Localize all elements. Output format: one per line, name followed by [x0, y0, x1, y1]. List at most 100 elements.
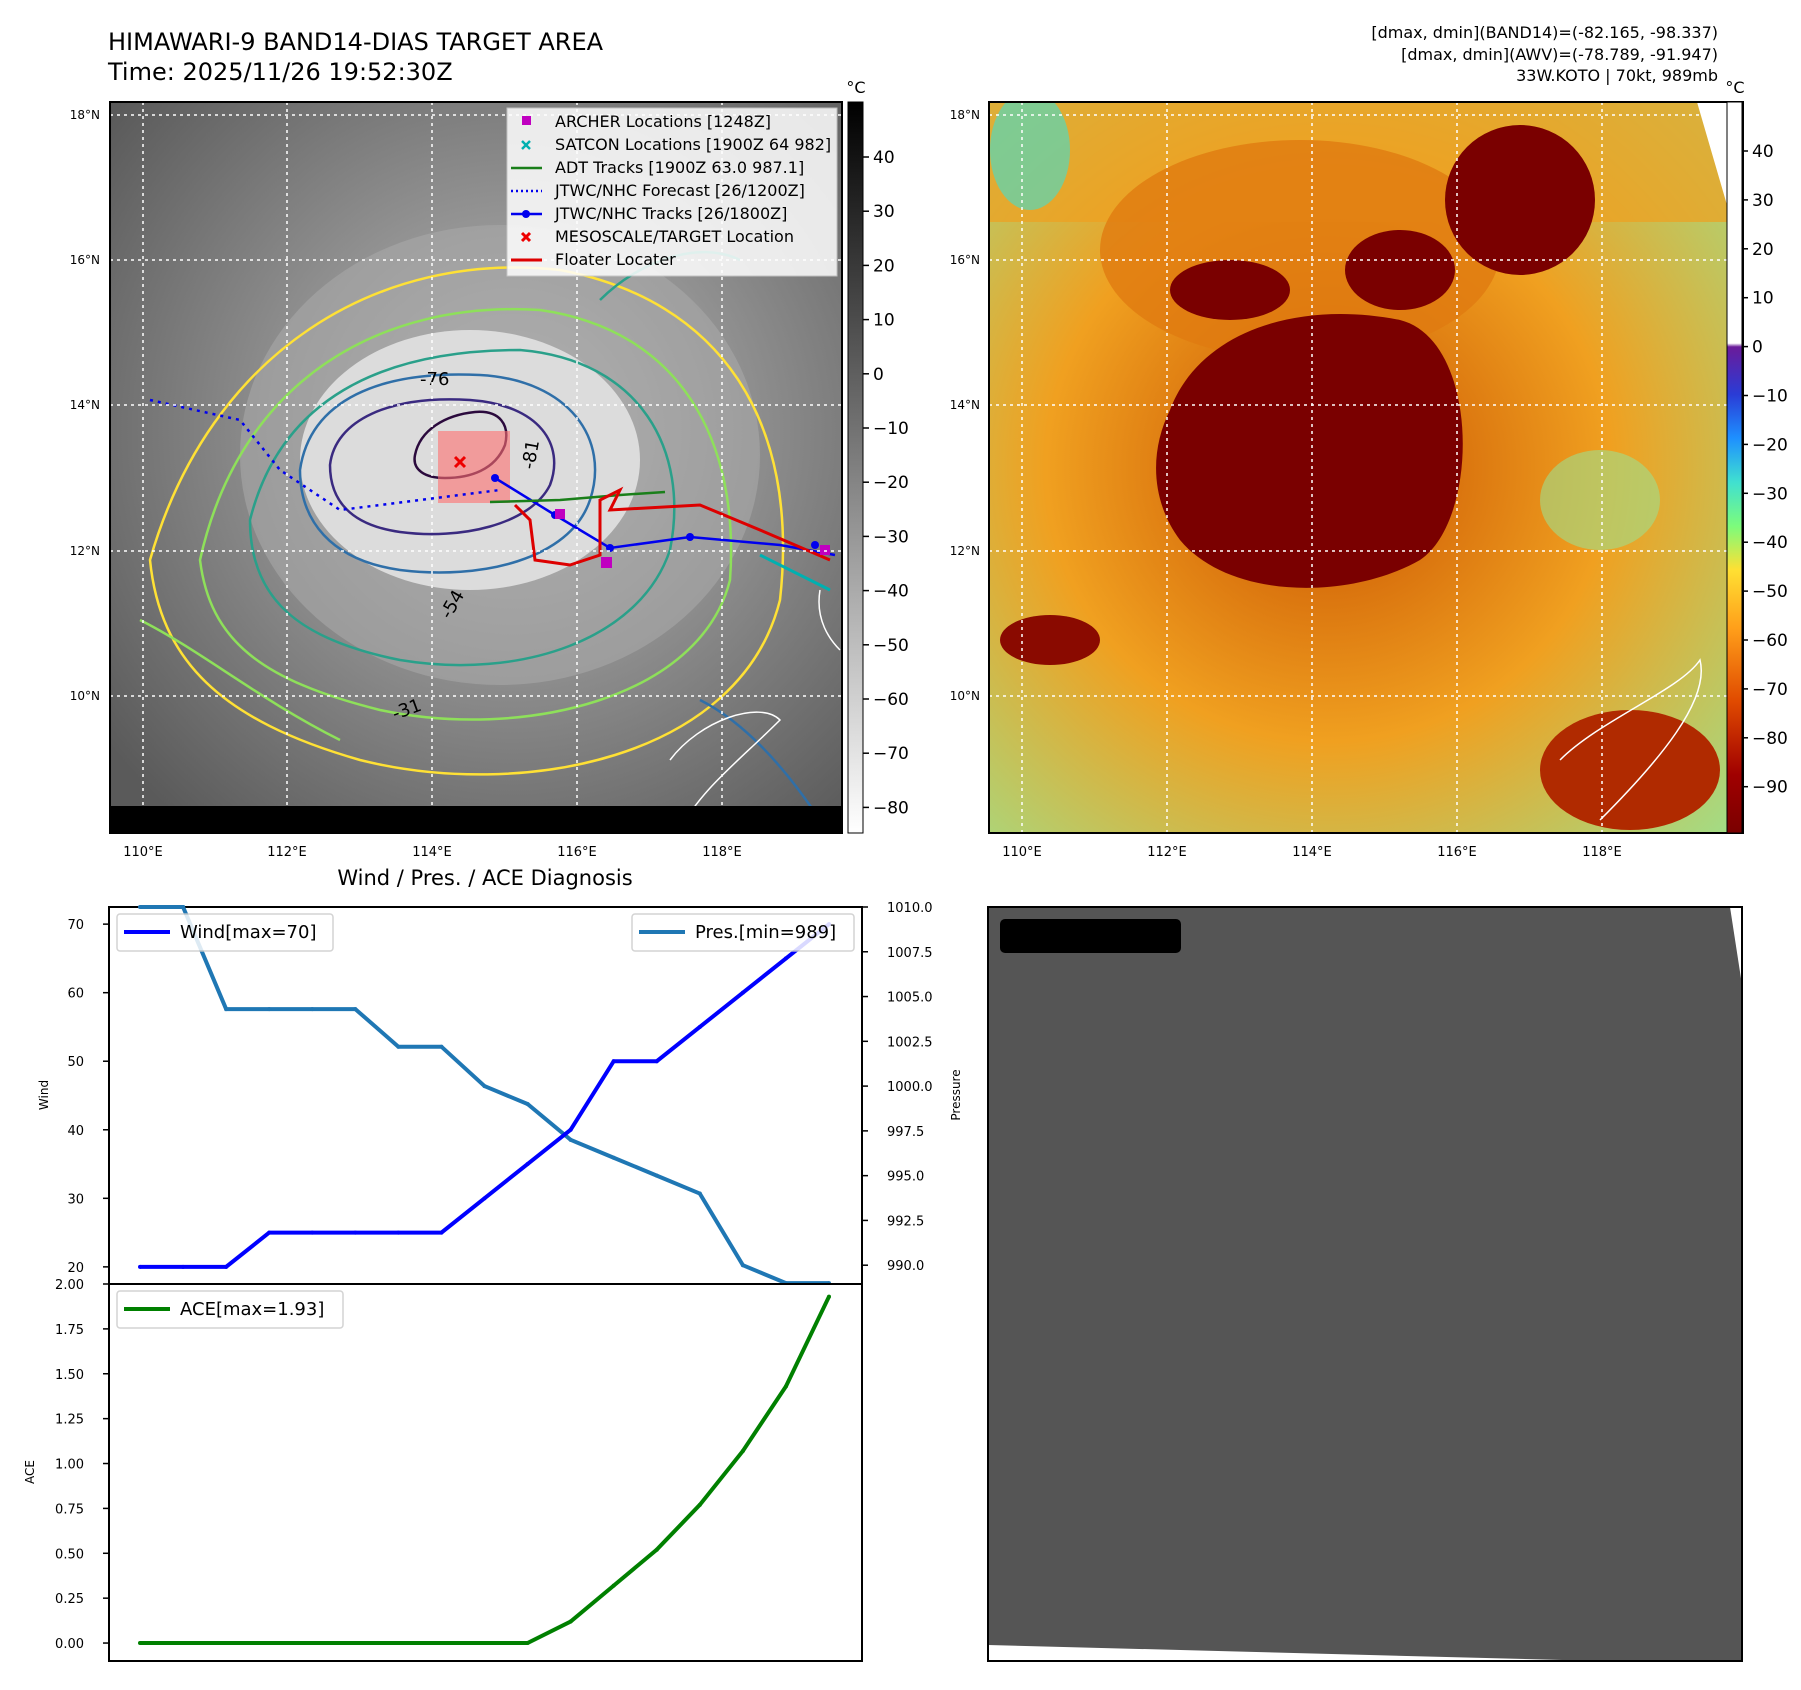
colorbar-tick-label: −80	[873, 798, 909, 818]
ace-point	[138, 1641, 142, 1646]
pressure-tick-label: 1005.0	[887, 991, 933, 1006]
title-line-2: Time: 2025/11/26 19:52:30Z	[107, 58, 453, 86]
diagnosis-title: Wind / Pres. / ACE Diagnosis	[337, 866, 632, 890]
wind-axis-label: Wind	[37, 1080, 51, 1110]
pressure-point	[181, 905, 186, 909]
colorbar-tick-label: −20	[1752, 435, 1788, 455]
lon-label: 112°E	[1147, 845, 1187, 860]
wind-tick-label: 70	[67, 918, 84, 933]
pressure-tick-label: 1007.5	[887, 946, 933, 961]
colorbar-tick-label: −90	[1752, 778, 1788, 798]
right-satellite-map	[988, 101, 1744, 834]
pressure-tick-label: 1010.0	[887, 901, 933, 916]
lat-label: 14°N	[70, 398, 100, 412]
wind-tick-label: 50	[67, 1055, 84, 1070]
stats-line-3: 33W.KOTO | 70kt, 989mb	[1516, 66, 1718, 85]
wind-point	[181, 1264, 186, 1269]
wind-point	[740, 990, 745, 995]
ace-point	[224, 1641, 229, 1646]
wind-point	[783, 956, 788, 961]
left-colorbar-ticks: 40 30 20 10 0 −10 −20 −30 −40 −50 −60 −70 −80	[863, 148, 909, 818]
ace-point	[827, 1294, 831, 1299]
wind-point	[224, 1264, 229, 1269]
legend-item: Floater Locater	[555, 250, 676, 269]
colorbar-tick-label: 30	[873, 202, 895, 222]
lat-label: 14°N	[950, 398, 980, 412]
wmg-panel: WMG Count: 0	[987, 906, 1743, 1662]
pressure-point	[267, 1007, 272, 1012]
colorbar-tick-label: −60	[1752, 631, 1788, 651]
pressure-point	[525, 1102, 530, 1107]
title-line-1: HIMAWARI-9 BAND14-DIAS TARGET AREA	[108, 28, 604, 56]
ace-point	[310, 1641, 315, 1646]
pressure-point	[611, 1155, 616, 1160]
wind-tick-label: 20	[67, 1261, 84, 1276]
ace-point	[482, 1641, 487, 1646]
ace-tick-label: 2.00	[55, 1278, 84, 1293]
colorbar-tick-label: 30	[1752, 191, 1774, 211]
legend-item: ADT Tracks [1900Z 63.0 987.1]	[555, 158, 804, 177]
pressure-point	[654, 1173, 659, 1178]
ace-tick-label: 0.00	[55, 1637, 84, 1652]
pressure-tick-label: 992.5	[887, 1214, 924, 1229]
legend-item: MESOSCALE/TARGET Location	[555, 227, 794, 246]
pressure-point	[353, 1007, 358, 1012]
ace-legend: ACE[max=1.93]	[116, 1290, 344, 1329]
wind-point	[568, 1127, 573, 1132]
colorbar-tick-label: 20	[873, 256, 895, 276]
wind-point	[267, 1230, 272, 1235]
target-marker	[453, 455, 467, 469]
pressure-point	[224, 1007, 229, 1012]
colorbar-tick-label: −80	[1752, 729, 1788, 749]
right-colorbar: °C 40 30 20 10 0 −10 −20 −30 −40 −50 −60 −70 −80 −90	[1725, 78, 1788, 834]
left-colorbar: °C 40 30 20 10 0 −10 −20 −30 −40 −50 −60 −70 −80	[846, 78, 909, 834]
colorbar-tick-label: −50	[873, 636, 909, 656]
lon-label: 116°E	[1437, 845, 1477, 860]
ace-tick-label: 0.25	[55, 1592, 84, 1607]
pressure-tick-label: 1000.0	[887, 1080, 933, 1095]
ace-tick-label: 1.75	[55, 1323, 84, 1338]
colorbar-tick-label: −50	[1752, 582, 1788, 602]
colorbar-tick-label: −20	[873, 473, 909, 493]
ace-point	[353, 1641, 358, 1646]
legend-item: ARCHER Locations [1248Z]	[555, 112, 771, 131]
contour-label: -76	[420, 369, 449, 390]
wind-point	[525, 1162, 530, 1167]
pressure-point	[740, 1263, 745, 1268]
ace-tick-label: 1.25	[55, 1413, 84, 1428]
colorbar-tick-label: −10	[1752, 387, 1788, 407]
ace-point	[783, 1384, 788, 1389]
contour-label: -81	[518, 438, 544, 471]
lon-label: 110°E	[1002, 845, 1042, 860]
lat-label: 16°N	[950, 253, 980, 267]
ace-tick-label: 1.50	[55, 1368, 84, 1383]
colorbar-tick-label: 0	[1752, 338, 1763, 358]
lat-label: 12°N	[950, 544, 980, 558]
wind-point	[654, 1059, 659, 1064]
pressure-tick-label: 997.5	[887, 1125, 924, 1140]
ace-point	[267, 1641, 272, 1646]
pressure-point	[439, 1044, 444, 1049]
wind-point	[353, 1230, 358, 1235]
colorbar-tick-label: 40	[873, 148, 895, 168]
colorbar-tick-label: −70	[873, 744, 909, 764]
colorbar-tick-label: 10	[873, 311, 895, 331]
colorbar-tick-label: 10	[1752, 289, 1774, 309]
lon-label: 118°E	[702, 845, 742, 860]
wind-tick-label: 30	[67, 1192, 84, 1207]
legend-item: JTWC/NHC Forecast [26/1200Z]	[554, 181, 805, 200]
pressure-point	[138, 905, 142, 909]
legend-item: JTWC/NHC Tracks [26/1800Z]	[554, 204, 787, 223]
right-colorbar-ticks: 40 30 20 10 0 −10 −20 −30 −40 −50 −60 −70 −80 −90	[1742, 142, 1788, 798]
wind-point	[611, 1059, 616, 1064]
stats-line-1: [dmax, dmin](BAND14)=(-82.165, -98.337)	[1371, 23, 1718, 42]
colorbar-tick-label: 40	[1752, 142, 1774, 162]
ace-tick-label: 0.50	[55, 1547, 84, 1562]
wind-point	[138, 1264, 142, 1269]
lon-label: 110°E	[123, 845, 163, 860]
lon-label: 116°E	[557, 845, 597, 860]
ace-legend-label: ACE[max=1.93]	[180, 1299, 324, 1320]
pressure-tick-label: 995.0	[887, 1170, 924, 1185]
ace-tick-label: 0.75	[55, 1502, 84, 1517]
